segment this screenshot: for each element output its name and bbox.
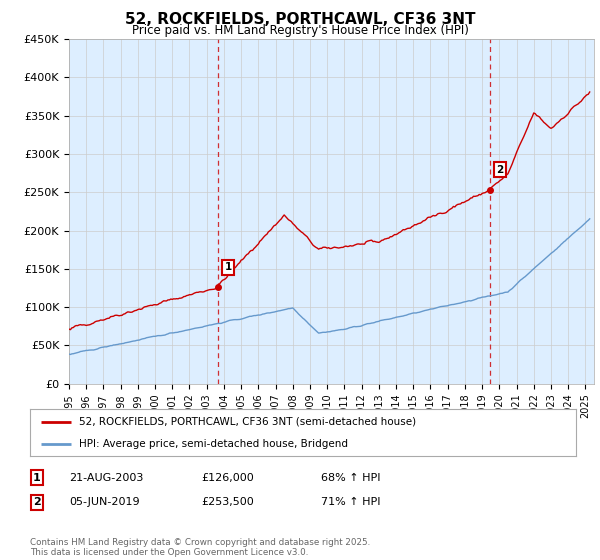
Text: HPI: Average price, semi-detached house, Bridgend: HPI: Average price, semi-detached house,… (79, 438, 348, 449)
Text: 21-AUG-2003: 21-AUG-2003 (69, 473, 143, 483)
Text: £253,500: £253,500 (201, 497, 254, 507)
Text: 1: 1 (33, 473, 41, 483)
Text: 05-JUN-2019: 05-JUN-2019 (69, 497, 140, 507)
Text: 52, ROCKFIELDS, PORTHCAWL, CF36 3NT (semi-detached house): 52, ROCKFIELDS, PORTHCAWL, CF36 3NT (sem… (79, 417, 416, 427)
Text: £126,000: £126,000 (201, 473, 254, 483)
Text: 2: 2 (496, 165, 503, 175)
Text: Price paid vs. HM Land Registry's House Price Index (HPI): Price paid vs. HM Land Registry's House … (131, 24, 469, 37)
Text: Contains HM Land Registry data © Crown copyright and database right 2025.
This d: Contains HM Land Registry data © Crown c… (30, 538, 370, 557)
Text: 52, ROCKFIELDS, PORTHCAWL, CF36 3NT: 52, ROCKFIELDS, PORTHCAWL, CF36 3NT (125, 12, 475, 27)
Text: 68% ↑ HPI: 68% ↑ HPI (321, 473, 380, 483)
Text: 71% ↑ HPI: 71% ↑ HPI (321, 497, 380, 507)
Text: 2: 2 (33, 497, 41, 507)
Text: 1: 1 (224, 262, 232, 272)
